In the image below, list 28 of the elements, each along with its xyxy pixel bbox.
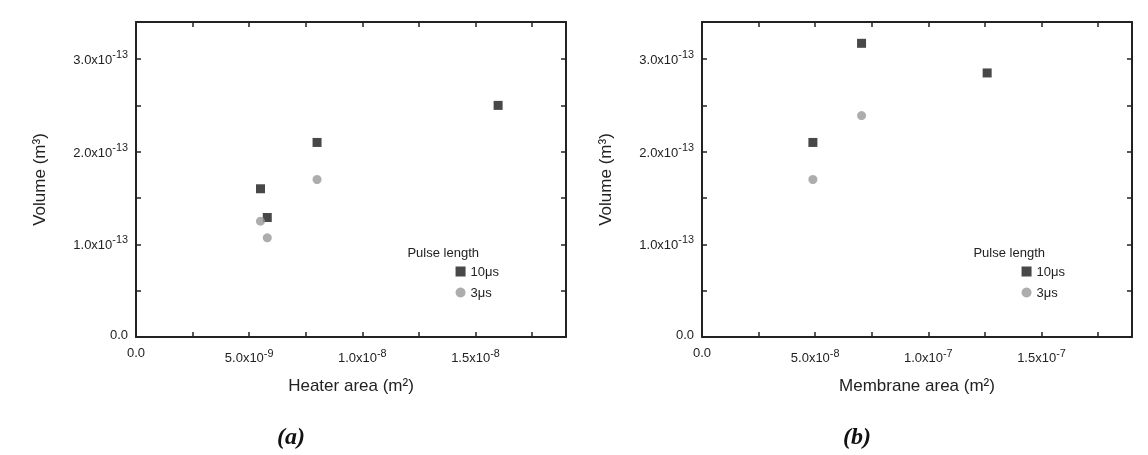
y-tick-label: 0.0 (675, 327, 694, 344)
y-tick-label: 1.0x10$^{-13}$ (73, 232, 128, 253)
x-axis-title: Heater area (m²) (288, 376, 414, 395)
y-tick-label: 3.0x10$^{-13}$ (73, 47, 128, 68)
y-tick-label: 2.0x10$^{-13}$ (73, 139, 128, 161)
y-tick-label: 3.0x10$^{-13}$ (639, 47, 694, 68)
y-tick-label: 1.0x10$^{-13}$ (639, 232, 694, 253)
legend-title: Pulse length (973, 245, 1046, 260)
y-axis-title: Volume (m³) (30, 133, 49, 226)
x-tick-label: 1.0x10$^{-7}$ (903, 346, 953, 367)
x-tick-label: 1.0x10$^{-8}$ (337, 346, 387, 367)
x-tick-label: 5.0x10$^{-9}$ (224, 346, 274, 367)
x-tick-label: 0.0 (126, 345, 146, 361)
y-tick-label: 2.0x10$^{-13}$ (639, 139, 694, 161)
x-tick-label: 1.5x10$^{-8}$ (451, 346, 500, 367)
y-tick-label: 0.0 (109, 327, 128, 344)
legend-label: 3μs (470, 285, 493, 300)
legend-label: 3μs (1036, 285, 1059, 300)
x-tick-label: 5.0x10$^{-8}$ (790, 346, 840, 367)
y-axis-title: Volume (m³) (596, 133, 615, 226)
text: (b) (843, 423, 871, 449)
legend-label: 10μs (1036, 264, 1066, 279)
x-tick-label: 1.5x10$^{-7}$ (1017, 346, 1066, 367)
x-tick-label: 0.0 (692, 345, 712, 361)
text: (a) (277, 423, 305, 449)
legend-title: Pulse length (407, 245, 480, 260)
x-axis-title: Membrane area (m²) (839, 376, 995, 395)
legend-label: 10μs (470, 264, 500, 279)
